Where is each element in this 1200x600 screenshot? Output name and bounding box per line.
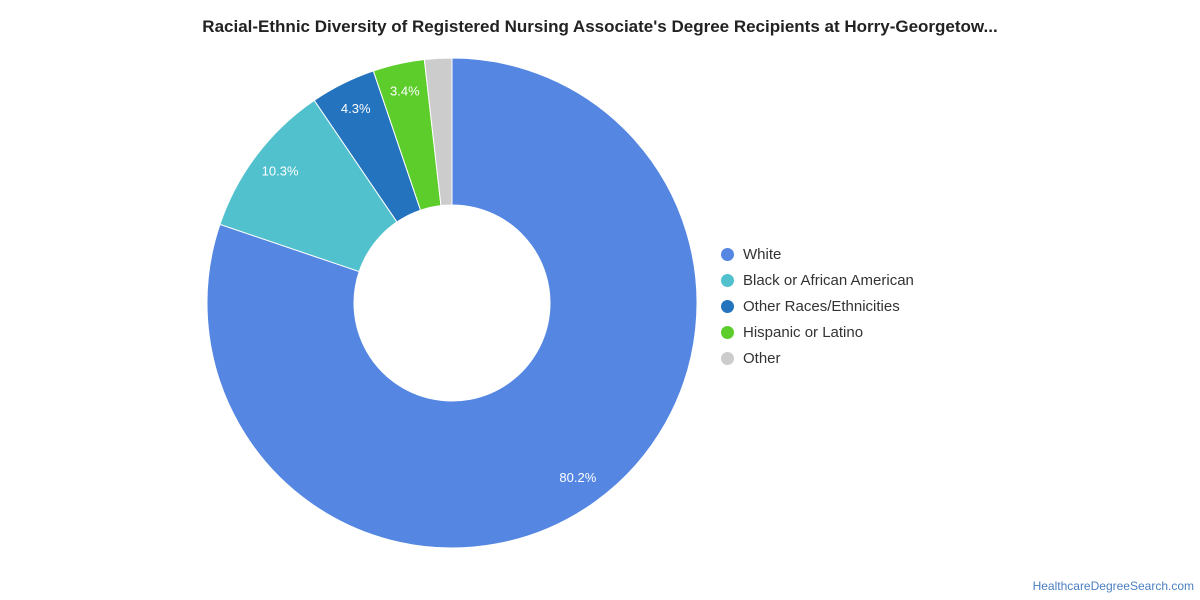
legend-item-white[interactable]: White <box>721 241 914 267</box>
slice-white[interactable] <box>206 57 698 549</box>
slice-other[interactable] <box>423 57 453 207</box>
legend-swatch <box>721 299 734 313</box>
legend-label: Other <box>743 349 781 367</box>
legend-label: White <box>743 245 782 263</box>
legend-label: Black or African American <box>743 271 914 289</box>
legend-label: Hispanic or Latino <box>743 323 864 341</box>
legend-item-other-races-ethnicities[interactable]: Other Races/Ethnicities <box>721 293 914 319</box>
chart-title: Racial-Ethnic Diversity of Registered Nu… <box>202 17 998 36</box>
data-label-black-or-african-american: 10.3% <box>262 164 299 179</box>
legend-item-hispanic-or-latino[interactable]: Hispanic or Latino <box>721 319 914 345</box>
data-label-white: 80.2% <box>559 470 596 485</box>
legend-item-other[interactable]: Other <box>721 345 914 371</box>
legend-label: Other Races/Ethnicities <box>743 297 900 315</box>
legend-swatch <box>721 247 734 261</box>
source-link[interactable]: HealthcareDegreeSearch.com <box>1032 579 1194 593</box>
data-label-other-races-ethnicities: 4.3% <box>341 101 371 116</box>
legend-swatch <box>721 273 734 287</box>
chart-legend: White Black or African American Other Race… <box>721 241 914 371</box>
legend-swatch <box>721 325 734 339</box>
legend-item-black-or-african-american[interactable]: Black or African American <box>721 267 914 293</box>
data-label-hispanic-or-latino: 3.4% <box>390 84 420 99</box>
slice-black-or-african-american[interactable] <box>219 99 398 273</box>
legend-swatch <box>721 351 734 365</box>
